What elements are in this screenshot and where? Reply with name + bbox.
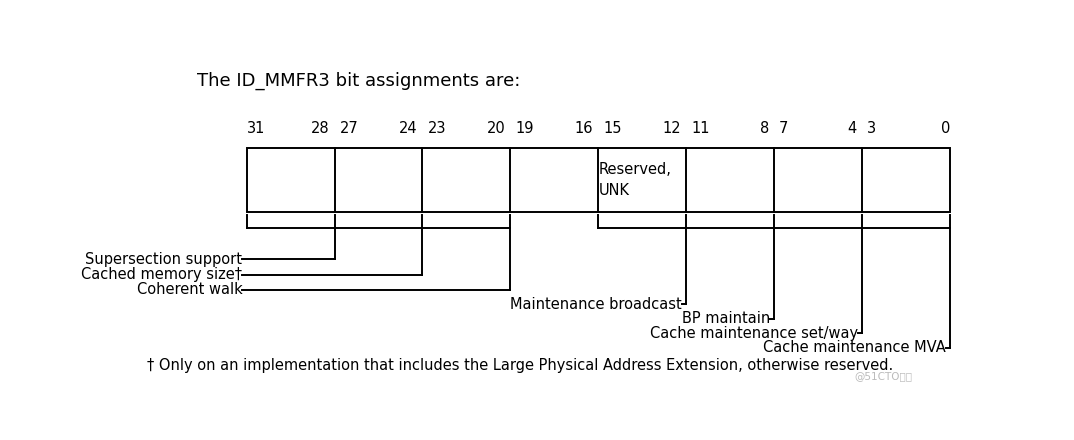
Text: 16: 16 xyxy=(575,121,593,136)
Text: 27: 27 xyxy=(339,121,359,136)
Text: BP maintain: BP maintain xyxy=(682,311,770,326)
Text: Supersection support: Supersection support xyxy=(86,252,243,267)
Text: Cache maintenance MVA: Cache maintenance MVA xyxy=(763,340,946,355)
Text: † Only on an implementation that includes the Large Physical Address Extension, : † Only on an implementation that include… xyxy=(147,358,892,373)
Text: 19: 19 xyxy=(516,121,534,136)
Text: 28: 28 xyxy=(310,121,330,136)
Text: @51CTO博客: @51CTO博客 xyxy=(854,371,912,381)
Bar xyxy=(247,148,949,212)
Text: Reserved,
UNK: Reserved, UNK xyxy=(598,162,671,198)
Text: The ID_MMFR3 bit assignments are:: The ID_MMFR3 bit assignments are: xyxy=(197,71,520,90)
Text: 31: 31 xyxy=(247,121,265,136)
Text: 3: 3 xyxy=(867,121,876,136)
Text: 15: 15 xyxy=(604,121,622,136)
Text: 20: 20 xyxy=(487,121,506,136)
Text: 0: 0 xyxy=(941,121,949,136)
Text: 11: 11 xyxy=(692,121,710,136)
Text: Cache maintenance set/way: Cache maintenance set/way xyxy=(650,326,858,341)
Text: 7: 7 xyxy=(779,121,788,136)
Text: 12: 12 xyxy=(663,121,681,136)
Text: Maintenance broadcast: Maintenance broadcast xyxy=(510,297,682,312)
Text: 8: 8 xyxy=(760,121,769,136)
Text: Cached memory size†: Cached memory size† xyxy=(82,267,243,282)
Text: 23: 23 xyxy=(427,121,446,136)
Text: Coherent walk: Coherent walk xyxy=(136,282,243,297)
Text: 24: 24 xyxy=(398,121,418,136)
Text: 4: 4 xyxy=(847,121,857,136)
